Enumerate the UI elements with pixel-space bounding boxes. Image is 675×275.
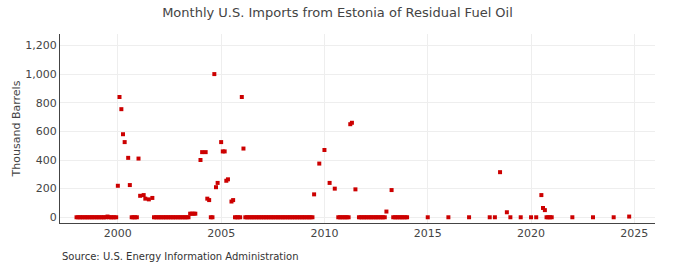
svg-text:200: 200 [36, 182, 57, 195]
svg-text:2020: 2020 [517, 227, 545, 240]
svg-text:2000: 2000 [104, 227, 132, 240]
svg-text:400: 400 [36, 154, 57, 167]
svg-text:600: 600 [36, 125, 57, 138]
svg-text:1,200: 1,200 [25, 39, 57, 52]
svg-text:800: 800 [36, 97, 57, 110]
svg-text:2015: 2015 [414, 227, 442, 240]
svg-text:1,000: 1,000 [25, 68, 57, 81]
svg-text:0: 0 [50, 211, 57, 224]
svg-text:2005: 2005 [207, 227, 235, 240]
svg-text:Source: U.S. Energy Informatio: Source: U.S. Energy Information Administ… [62, 251, 299, 262]
svg-text:2010: 2010 [310, 227, 338, 240]
svg-text:Thousand Barrels: Thousand Barrels [10, 80, 23, 177]
svg-text:Monthly U.S. Imports from Esto: Monthly U.S. Imports from Estonia of Res… [162, 5, 513, 20]
svg-text:2025: 2025 [620, 227, 648, 240]
